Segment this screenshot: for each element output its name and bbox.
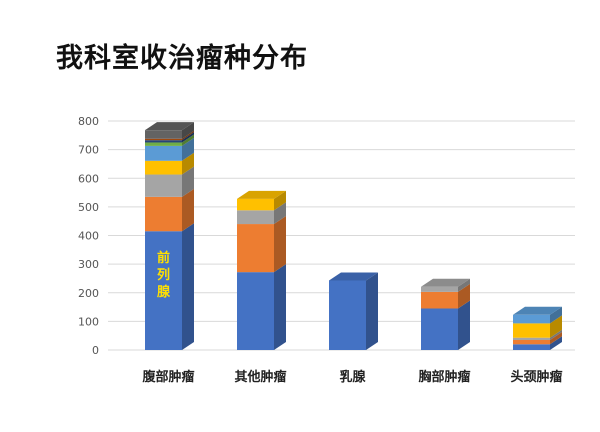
- bar-segment: [237, 198, 274, 211]
- bar-side: [458, 300, 470, 350]
- bar-segment: [145, 140, 182, 143]
- bar-segment: [145, 231, 182, 350]
- bar-segment: [237, 272, 274, 350]
- bar-segment: [145, 130, 182, 139]
- bar-side: [366, 272, 378, 350]
- bar-group: [513, 306, 562, 350]
- bar-side: [182, 152, 194, 175]
- bar-top: [145, 122, 194, 131]
- bar-segment: [145, 142, 182, 146]
- y-axis-ticks: 0 100 200 300 400 500 600 700 800: [78, 115, 99, 357]
- bar-top: [513, 306, 562, 315]
- bar-side: [182, 132, 194, 143]
- x-category-label: 胸部肿瘤: [418, 369, 470, 385]
- bar-side: [182, 223, 194, 350]
- bar-side: [182, 166, 194, 197]
- bar-side: [182, 137, 194, 161]
- bar-side: [550, 331, 562, 345]
- y-tick-label: 600: [78, 172, 99, 185]
- y-tick-label: 800: [78, 115, 99, 128]
- bar-side: [550, 306, 562, 324]
- bar-segment: [145, 196, 182, 232]
- bar-side: [182, 122, 194, 139]
- x-category-label: 头颈肿瘤: [510, 369, 562, 385]
- bar-side: [458, 278, 470, 292]
- y-tick-label: 700: [78, 144, 99, 157]
- bar-group: [329, 272, 378, 350]
- bar-segment: [145, 145, 182, 161]
- bar-top: [329, 272, 378, 281]
- bar-top: [237, 190, 286, 199]
- bar-side: [182, 134, 194, 146]
- annotations: 前列腺: [157, 250, 171, 300]
- y-tick-label: 300: [78, 258, 99, 271]
- bar-segment: [513, 314, 550, 324]
- x-axis-labels: 腹部肿瘤 其他肿瘤 乳腺 胸部肿瘤 头颈肿瘤: [142, 369, 562, 385]
- bar-segment: [145, 174, 182, 197]
- bar-segment: [329, 280, 366, 350]
- bar-annotation: 前列腺: [157, 250, 171, 300]
- bar-segment: [421, 291, 458, 309]
- bar-top: [421, 278, 470, 287]
- bar-segment: [145, 138, 182, 141]
- x-category-label: 乳腺: [339, 369, 366, 385]
- y-tick-label: 100: [78, 315, 99, 328]
- bar-side: [274, 202, 286, 225]
- bar-side: [274, 264, 286, 350]
- y-tick-label: 400: [78, 230, 99, 243]
- x-category-label: 其他肿瘤: [234, 369, 286, 385]
- bar-side: [550, 329, 562, 340]
- bar-side: [182, 188, 194, 232]
- bar-side: [182, 130, 194, 141]
- y-tick-label: 0: [92, 344, 99, 357]
- bar-segment: [513, 339, 550, 345]
- bar-side: [274, 190, 286, 211]
- bar-segment: [237, 224, 274, 273]
- bar-segment: [513, 337, 550, 340]
- bar-side: [550, 336, 562, 350]
- bar-segment: [421, 286, 458, 292]
- bar-segment: [237, 210, 274, 225]
- bar-side: [274, 216, 286, 273]
- y-tick-label: 200: [78, 287, 99, 300]
- x-category-label: 腹部肿瘤: [142, 369, 194, 385]
- bar-segment: [145, 160, 182, 175]
- y-tick-label: 500: [78, 201, 99, 214]
- bar-group: [421, 278, 470, 350]
- bar-group: [145, 122, 194, 350]
- bar-segment: [513, 344, 550, 350]
- page-title: 我科室收治瘤种分布: [56, 43, 308, 74]
- bar-segment: [513, 323, 550, 338]
- bar-group: [237, 190, 286, 350]
- bar-side: [550, 315, 562, 338]
- bars: [145, 122, 562, 350]
- bar-segment: [421, 308, 458, 350]
- bar-side: [458, 283, 470, 309]
